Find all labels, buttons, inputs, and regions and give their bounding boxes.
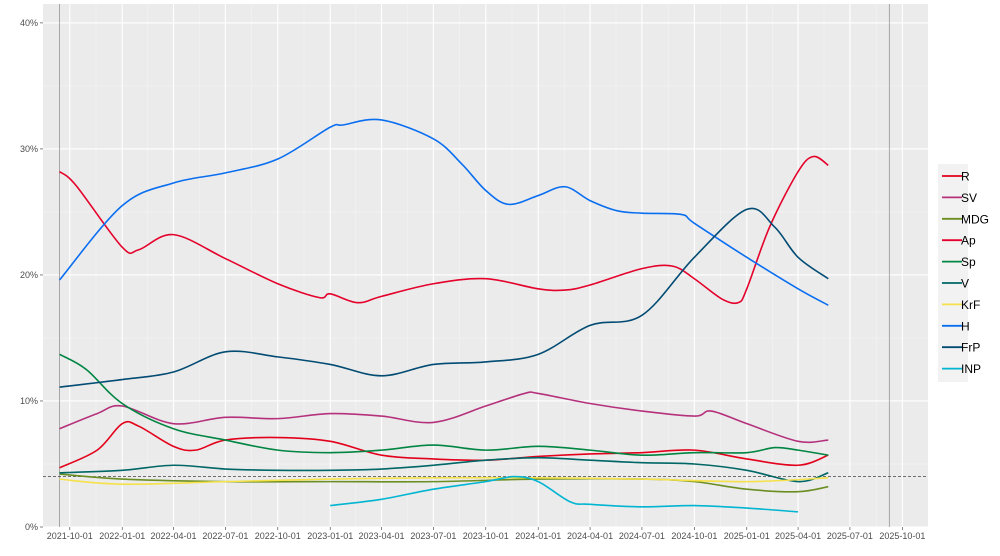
legend-label: MDG [961, 212, 989, 226]
series-h [58, 118, 829, 306]
legend-item: Ap [942, 234, 976, 248]
series-ap [59, 155, 829, 305]
legend-item: INP [942, 362, 981, 376]
x-tick-label: 2025-07-01 [827, 531, 873, 541]
x-tick-label: 2024-07-01 [619, 531, 665, 541]
legend-label: V [961, 277, 969, 291]
series-r [59, 420, 829, 469]
legend-label: INP [961, 362, 981, 376]
legend-label: SV [961, 191, 977, 205]
x-tick-label: 2024-01-01 [515, 531, 561, 541]
x-tick-label: 2024-10-01 [671, 531, 717, 541]
legend-label: Ap [961, 234, 976, 248]
series-sv [59, 391, 829, 444]
series-mdg [59, 473, 829, 493]
legend-label: Sp [961, 255, 976, 269]
trend-line-sv [59, 391, 829, 444]
trend-line-ap [59, 155, 829, 305]
trend-line-r [59, 420, 829, 469]
legend: R SV MDG Ap Sp V KrF H FrP INP [938, 164, 989, 382]
x-tick-label: 2022-04-01 [150, 531, 196, 541]
series-frp [59, 207, 829, 388]
legend-item: FrP [942, 341, 980, 355]
legend-label: FrP [961, 341, 980, 355]
x-tick-label: 2024-04-01 [567, 531, 613, 541]
legend-key-background [938, 164, 968, 382]
series-krf [59, 476, 829, 486]
x-tick-label: 2025-01-01 [724, 531, 770, 541]
legend-item: KrF [942, 298, 980, 312]
series-sp [59, 353, 829, 456]
series-v [59, 456, 829, 483]
trend-line-sp [59, 353, 829, 456]
y-tick-label: 30% [20, 144, 38, 154]
x-tick-label: 2023-01-01 [307, 531, 353, 541]
trend-line-krf [59, 476, 829, 486]
x-tick-label: 2022-07-01 [202, 531, 248, 541]
legend-item: H [942, 319, 970, 333]
trend-line-mdg [59, 473, 829, 493]
legend-item: R [942, 170, 970, 184]
x-tick-label: 2023-10-01 [463, 531, 509, 541]
x-tick-label: 2022-10-01 [255, 531, 301, 541]
trend-line-inp [330, 475, 799, 513]
legend-item: V [942, 277, 969, 291]
y-tick-label: 20% [20, 270, 38, 280]
x-tick-label: 2023-07-01 [410, 531, 456, 541]
legend-label: KrF [961, 298, 980, 312]
series-inp [330, 475, 799, 513]
y-tick-label: 0% [25, 522, 38, 532]
legend-item: Sp [942, 255, 976, 269]
legend-label: H [961, 319, 970, 333]
legend-item: SV [942, 191, 977, 205]
y-tick-label: 10% [20, 396, 38, 406]
trend-line-v [59, 456, 829, 483]
trend-line-h [58, 118, 829, 306]
x-tick-label: 2025-04-01 [775, 531, 821, 541]
legend-label: R [961, 170, 970, 184]
x-tick-label: 2025-10-01 [879, 531, 925, 541]
trend-line-frp [59, 207, 829, 388]
x-tick-label: 2022-01-01 [99, 531, 145, 541]
y-tick-label: 40% [20, 18, 38, 28]
legend-item: MDG [942, 212, 989, 226]
x-tick-label: 2021-10-01 [47, 531, 93, 541]
x-tick-label: 2023-04-01 [358, 531, 404, 541]
